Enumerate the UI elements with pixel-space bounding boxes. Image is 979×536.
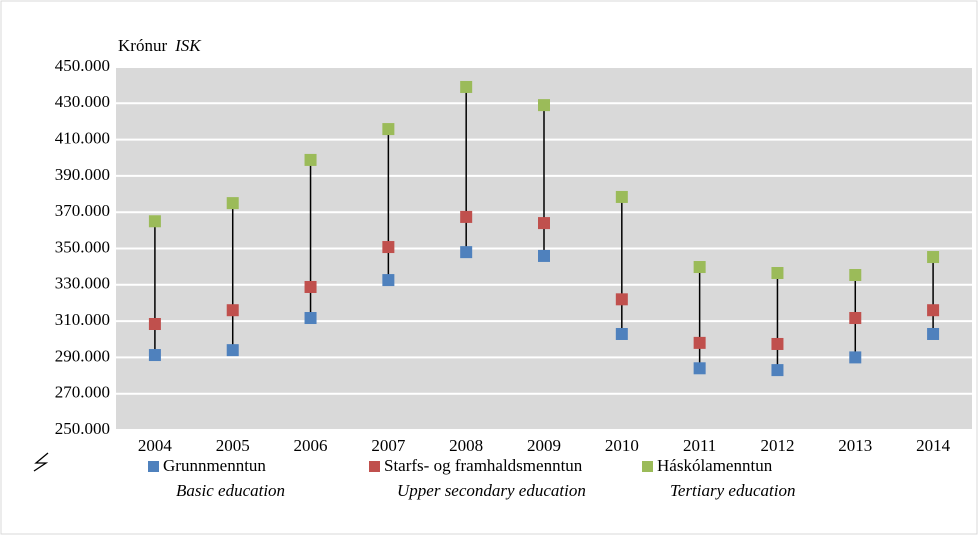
marker bbox=[538, 217, 550, 230]
marker bbox=[693, 336, 706, 349]
y-tick-label: 350.000 bbox=[55, 237, 110, 256]
x-tick-label: 2012 bbox=[760, 436, 794, 455]
marker bbox=[693, 261, 706, 274]
legend-label: Starfs- og framhaldsmenntun bbox=[384, 456, 583, 475]
marker bbox=[226, 344, 239, 357]
y-tick-label: 270.000 bbox=[55, 383, 110, 402]
x-tick-label: 2010 bbox=[605, 436, 639, 455]
marker bbox=[615, 190, 628, 203]
y-tick-label: 450.000 bbox=[55, 56, 110, 75]
x-tick-label: 2007 bbox=[371, 436, 406, 455]
y-tick-label: 290.000 bbox=[55, 346, 110, 365]
marker bbox=[304, 280, 317, 293]
marker bbox=[148, 318, 161, 331]
marker bbox=[226, 304, 239, 317]
marker bbox=[771, 364, 784, 377]
y-tick-label: 370.000 bbox=[55, 201, 110, 220]
marker bbox=[615, 293, 628, 306]
x-tick-label: 2014 bbox=[916, 436, 951, 455]
marker bbox=[460, 246, 473, 259]
y-axis-label: Krónur ISK bbox=[118, 36, 202, 55]
marker bbox=[849, 268, 862, 281]
x-tick-label: 2008 bbox=[449, 436, 483, 455]
marker bbox=[226, 197, 239, 210]
marker bbox=[460, 210, 473, 223]
x-tick-label: 2011 bbox=[683, 436, 716, 455]
y-tick-label: 390.000 bbox=[55, 165, 110, 184]
marker bbox=[771, 267, 784, 280]
y-tick-label: 310.000 bbox=[55, 310, 110, 329]
y-tick-label: 330.000 bbox=[55, 274, 110, 293]
marker bbox=[304, 312, 317, 325]
marker bbox=[148, 349, 161, 362]
y-tick-label: 430.000 bbox=[55, 92, 110, 111]
axis-break bbox=[33, 452, 49, 472]
marker bbox=[771, 337, 784, 350]
legend-swatch bbox=[369, 461, 380, 472]
marker bbox=[148, 215, 161, 228]
legend-label-en: Tertiary education bbox=[670, 481, 795, 500]
x-tick-label: 2005 bbox=[216, 436, 250, 455]
marker bbox=[849, 351, 862, 364]
marker bbox=[382, 123, 395, 136]
marker bbox=[849, 312, 862, 325]
y-axis-label-en: ISK bbox=[174, 36, 202, 55]
legend-swatch bbox=[148, 461, 159, 472]
marker bbox=[927, 304, 940, 317]
legend-label: Háskólamenntun bbox=[657, 456, 773, 475]
marker bbox=[460, 80, 473, 93]
x-tick-label: 2013 bbox=[838, 436, 872, 455]
legend-swatch bbox=[642, 461, 653, 472]
marker bbox=[304, 153, 317, 166]
marker bbox=[538, 249, 550, 262]
marker bbox=[538, 99, 550, 112]
legend-label-en: Basic education bbox=[176, 481, 285, 500]
y-tick-label: 250.000 bbox=[55, 419, 110, 438]
y-tick-label: 410.000 bbox=[55, 129, 110, 148]
marker bbox=[382, 274, 395, 287]
legend-label-en: Upper secondary education bbox=[397, 481, 586, 500]
marker bbox=[615, 327, 628, 340]
y-axis-label-is: Krónur bbox=[118, 36, 167, 55]
marker bbox=[693, 362, 706, 375]
marker bbox=[382, 241, 395, 254]
x-tick-label: 2006 bbox=[294, 436, 328, 455]
legend-label: Grunnmenntun bbox=[163, 456, 266, 475]
x-tick-label: 2004 bbox=[138, 436, 173, 455]
x-tick-label: 2009 bbox=[527, 436, 561, 455]
marker bbox=[927, 251, 940, 264]
marker bbox=[927, 327, 940, 340]
